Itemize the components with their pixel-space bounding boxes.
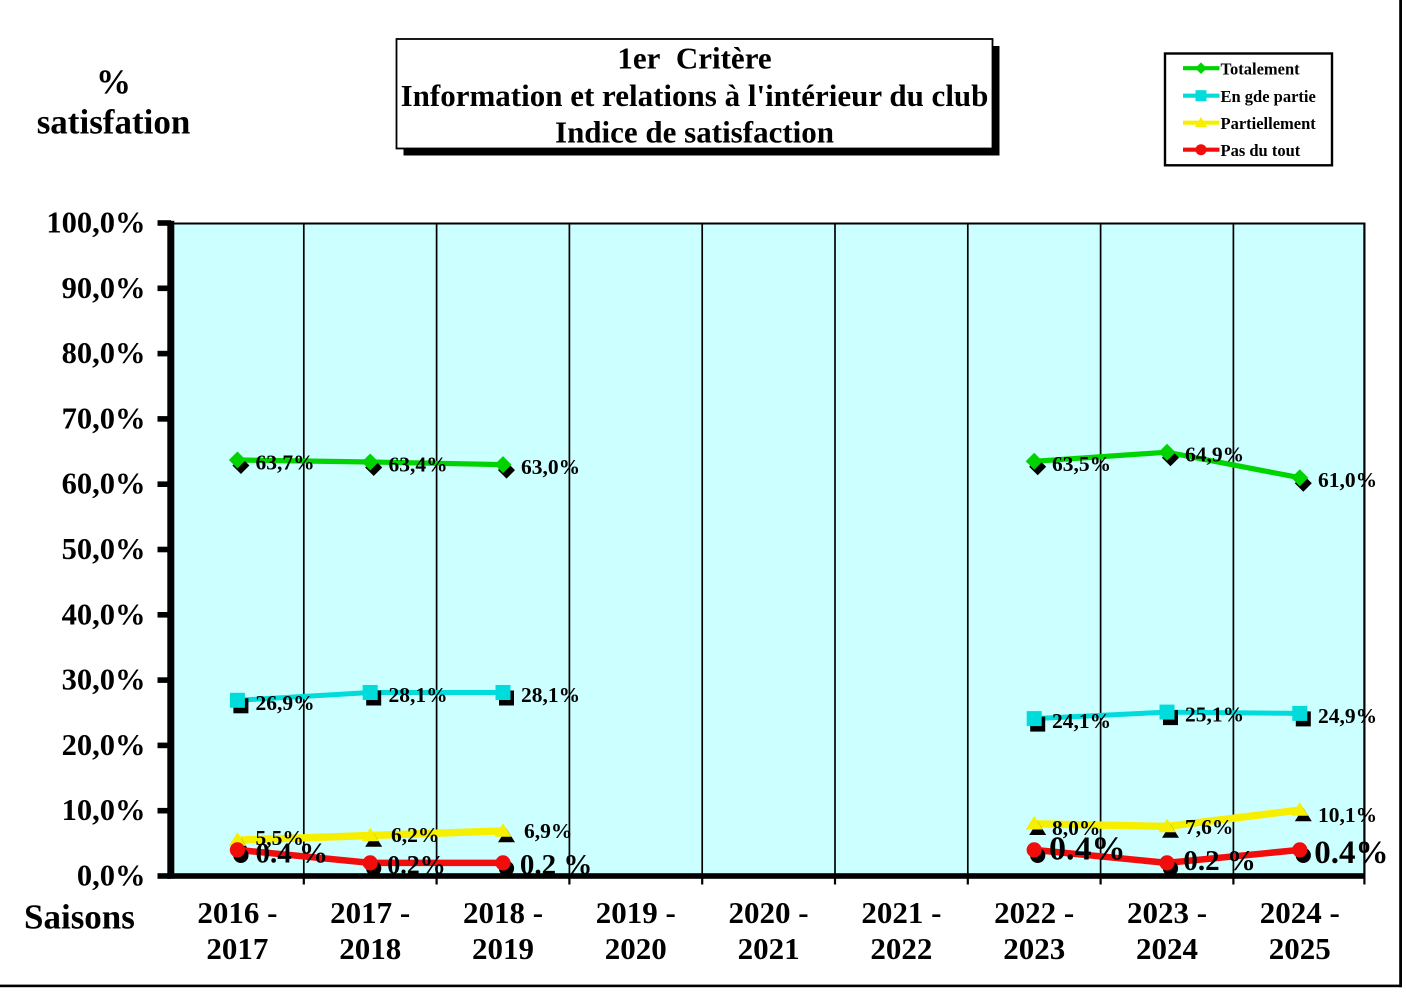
svg-text:2019: 2019 xyxy=(472,931,534,966)
svg-text:Saisons: Saisons xyxy=(24,898,135,937)
svg-text:63,0%: 63,0% xyxy=(521,455,580,479)
svg-text:40,0%: 40,0% xyxy=(62,597,146,631)
svg-text:70,0%: 70,0% xyxy=(62,401,146,435)
svg-text:24,1%: 24,1% xyxy=(1052,709,1111,733)
svg-text:Indice de satisfaction: Indice de satisfaction xyxy=(555,114,834,149)
svg-text:64,9%: 64,9% xyxy=(1185,443,1244,467)
svg-text:8,0%: 8,0% xyxy=(1052,816,1100,840)
svg-text:10,0%: 10,0% xyxy=(62,793,146,827)
svg-text:60,0%: 60,0% xyxy=(62,467,146,501)
svg-text:24,9%: 24,9% xyxy=(1318,704,1377,728)
svg-text:2020 -: 2020 - xyxy=(729,895,809,930)
svg-text:2018: 2018 xyxy=(339,931,401,966)
svg-text:2021 -: 2021 - xyxy=(861,895,941,930)
svg-text:0.4%: 0.4% xyxy=(1049,831,1126,868)
svg-text:90,0%: 90,0% xyxy=(62,271,146,305)
svg-text:2024 -: 2024 - xyxy=(1260,895,1340,930)
svg-text:En gde partie: En gde partie xyxy=(1221,87,1316,106)
svg-text:30,0%: 30,0% xyxy=(62,663,146,697)
svg-text:50,0%: 50,0% xyxy=(62,532,146,566)
svg-text:61,0%: 61,0% xyxy=(1318,468,1377,492)
svg-text:2018 -: 2018 - xyxy=(463,895,543,930)
svg-text:0.2 %: 0.2 % xyxy=(1183,845,1256,877)
svg-text:2017 -: 2017 - xyxy=(330,895,410,930)
svg-text:2022: 2022 xyxy=(870,931,932,966)
svg-text:0.4 %: 0.4 % xyxy=(256,838,329,870)
svg-text:0.4%: 0.4% xyxy=(1314,835,1388,871)
svg-text:2020: 2020 xyxy=(605,931,667,966)
svg-text:%: % xyxy=(96,62,131,101)
svg-text:2016 -: 2016 - xyxy=(197,895,277,930)
svg-text:5,5%: 5,5% xyxy=(256,826,304,850)
svg-text:20,0%: 20,0% xyxy=(62,728,146,762)
svg-text:6,2%: 6,2% xyxy=(391,823,439,847)
svg-text:1er Critère: 1er Critère xyxy=(617,41,771,76)
svg-text:Information et relations à l'i: Information et relations à l'intérieur d… xyxy=(401,78,989,113)
svg-text:2023 -: 2023 - xyxy=(1127,895,1207,930)
svg-text:2023: 2023 xyxy=(1003,931,1065,966)
svg-text:2024: 2024 xyxy=(1136,931,1198,966)
svg-text:26,9%: 26,9% xyxy=(256,691,315,715)
svg-text:6,9%: 6,9% xyxy=(524,819,572,843)
svg-text:Pas du tout: Pas du tout xyxy=(1221,141,1301,160)
svg-text:28,1%: 28,1% xyxy=(521,683,580,707)
svg-text:Totalement: Totalement xyxy=(1221,60,1301,79)
svg-text:2021: 2021 xyxy=(738,931,800,966)
svg-text:satisfation: satisfation xyxy=(37,103,191,142)
svg-text:2025: 2025 xyxy=(1269,931,1331,966)
svg-text:Partiellement: Partiellement xyxy=(1221,114,1317,133)
svg-text:0,0%: 0,0% xyxy=(77,859,146,893)
svg-text:2017: 2017 xyxy=(206,931,268,966)
svg-text:10,1%: 10,1% xyxy=(1318,803,1377,827)
svg-text:80,0%: 80,0% xyxy=(62,336,146,370)
svg-text:0.2%: 0.2% xyxy=(387,851,446,880)
svg-text:100,0%: 100,0% xyxy=(46,206,145,240)
svg-text:0.2 %: 0.2 % xyxy=(520,849,593,881)
svg-text:2022 -: 2022 - xyxy=(994,895,1074,930)
svg-text:2019 -: 2019 - xyxy=(596,895,676,930)
svg-text:28,1%: 28,1% xyxy=(389,683,448,707)
svg-text:63,5%: 63,5% xyxy=(1052,452,1111,476)
svg-text:25,1%: 25,1% xyxy=(1185,703,1244,727)
svg-text:63,4%: 63,4% xyxy=(389,453,448,477)
svg-text:7,6%: 7,6% xyxy=(1185,815,1233,839)
svg-text:63,7%: 63,7% xyxy=(256,451,315,475)
